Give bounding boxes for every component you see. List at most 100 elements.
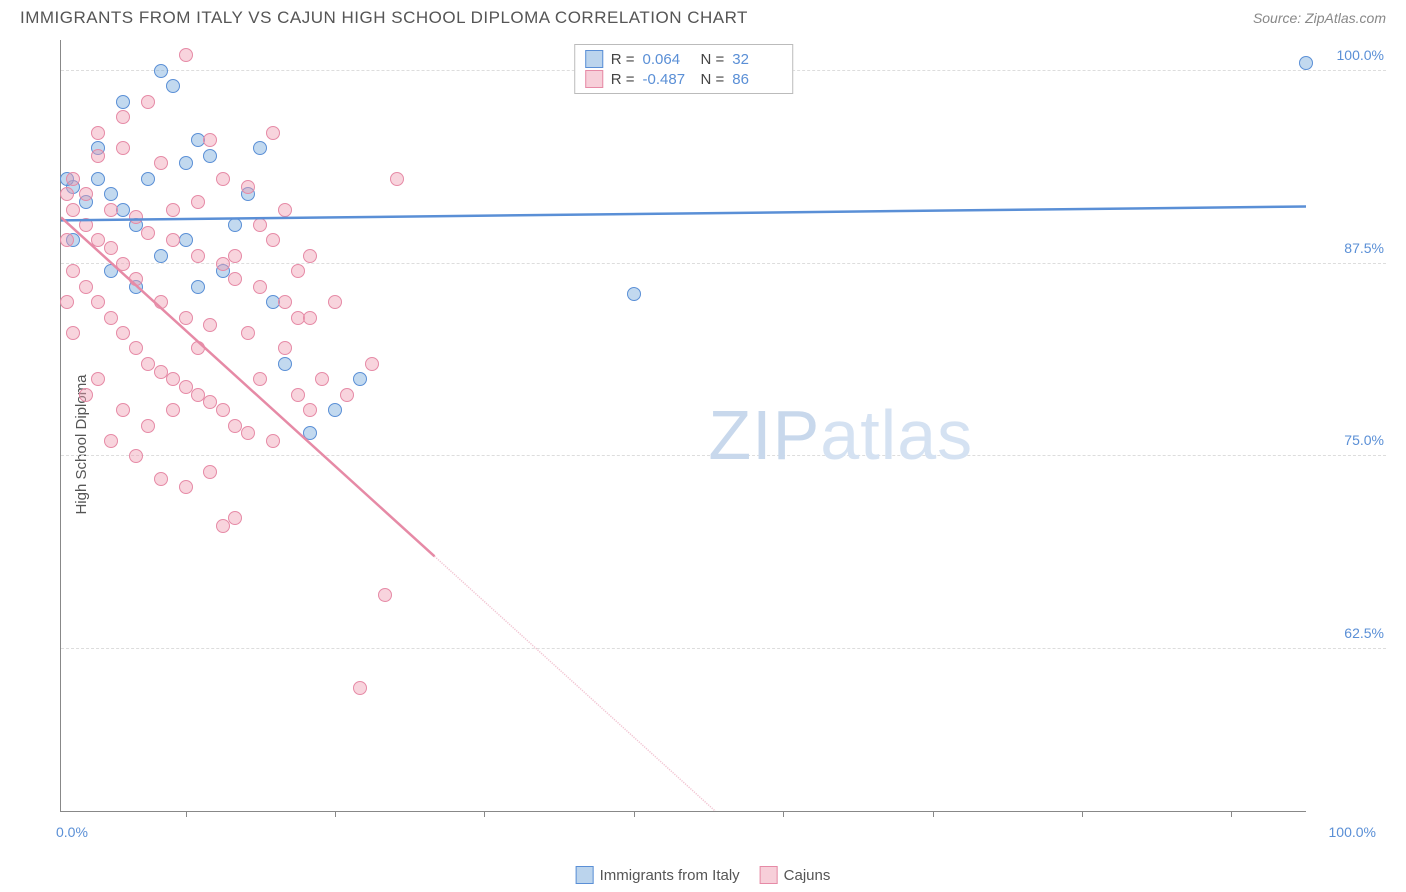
- data-point: [253, 218, 267, 232]
- data-point: [216, 403, 230, 417]
- source-name: ZipAtlas.com: [1305, 10, 1386, 26]
- data-point: [129, 341, 143, 355]
- watermark: ZIPatlas: [708, 395, 973, 475]
- data-point: [79, 388, 93, 402]
- x-tick-mark: [933, 811, 934, 817]
- data-point: [166, 203, 180, 217]
- data-point: [191, 195, 205, 209]
- data-point: [66, 264, 80, 278]
- data-point: [353, 372, 367, 386]
- data-point: [179, 233, 193, 247]
- source-attribution: Source: ZipAtlas.com: [1253, 10, 1386, 26]
- data-point: [278, 357, 292, 371]
- legend-swatch: [576, 866, 594, 884]
- data-point: [129, 449, 143, 463]
- data-point: [627, 287, 641, 301]
- data-point: [79, 218, 93, 232]
- y-tick-label: 75.0%: [1344, 432, 1384, 448]
- data-point: [91, 126, 105, 140]
- data-point: [104, 203, 118, 217]
- data-point: [141, 419, 155, 433]
- legend-swatch: [760, 866, 778, 884]
- data-point: [116, 257, 130, 271]
- data-point: [278, 203, 292, 217]
- series-legend: Immigrants from Italy Cajuns: [576, 866, 831, 884]
- data-point: [60, 233, 74, 247]
- data-point: [203, 133, 217, 147]
- data-point: [116, 110, 130, 124]
- data-point: [166, 233, 180, 247]
- data-point: [129, 210, 143, 224]
- data-point: [315, 372, 329, 386]
- data-point: [191, 280, 205, 294]
- watermark-bold: ZIP: [708, 396, 820, 474]
- legend-label: Cajuns: [784, 867, 831, 884]
- data-point: [365, 357, 379, 371]
- legend-label: Immigrants from Italy: [600, 867, 740, 884]
- data-point: [116, 326, 130, 340]
- stats-legend-row: R =0.064N =32: [585, 49, 783, 69]
- r-label: R =: [611, 71, 635, 88]
- data-point: [303, 426, 317, 440]
- x-tick-mark: [1231, 811, 1232, 817]
- data-point: [104, 187, 118, 201]
- y-tick-label: 87.5%: [1344, 240, 1384, 256]
- y-tick-label: 62.5%: [1344, 625, 1384, 641]
- data-point: [216, 172, 230, 186]
- legend-item: Immigrants from Italy: [576, 866, 740, 884]
- data-point: [141, 226, 155, 240]
- y-tick-label: 100.0%: [1337, 47, 1384, 63]
- data-point: [228, 249, 242, 263]
- data-point: [91, 172, 105, 186]
- data-point: [203, 465, 217, 479]
- data-point: [91, 233, 105, 247]
- data-point: [154, 295, 168, 309]
- data-point: [129, 272, 143, 286]
- data-point: [179, 48, 193, 62]
- data-point: [203, 149, 217, 163]
- plot-area: ZIPatlas R =0.064N =32R =-0.487N =86 62.…: [60, 40, 1306, 812]
- n-value: 86: [732, 71, 782, 88]
- data-point: [291, 264, 305, 278]
- data-point: [60, 187, 74, 201]
- data-point: [141, 172, 155, 186]
- data-point: [266, 434, 280, 448]
- data-point: [79, 187, 93, 201]
- data-point: [266, 126, 280, 140]
- data-point: [141, 95, 155, 109]
- data-point: [191, 249, 205, 263]
- x-tick-mark: [634, 811, 635, 817]
- source-prefix: Source:: [1253, 10, 1305, 26]
- data-point: [390, 172, 404, 186]
- n-label: N =: [701, 71, 725, 88]
- n-value: 32: [732, 51, 782, 68]
- data-point: [191, 341, 205, 355]
- data-point: [166, 403, 180, 417]
- data-point: [104, 311, 118, 325]
- data-point: [154, 472, 168, 486]
- data-point: [66, 172, 80, 186]
- data-point: [91, 372, 105, 386]
- data-point: [104, 264, 118, 278]
- x-tick-mark: [484, 811, 485, 817]
- x-axis-min-label: 0.0%: [56, 824, 88, 840]
- x-tick-mark: [186, 811, 187, 817]
- data-point: [179, 156, 193, 170]
- gridline: [61, 648, 1386, 649]
- stats-legend-row: R = -0.487 N = 86: [585, 69, 783, 89]
- data-point: [154, 64, 168, 78]
- r-label: R =: [611, 51, 635, 68]
- data-point: [253, 372, 267, 386]
- data-point: [179, 480, 193, 494]
- chart-title: IMMIGRANTS FROM ITALY VS CAJUN HIGH SCHO…: [20, 8, 748, 28]
- r-value: -0.487: [643, 71, 693, 88]
- data-point: [216, 257, 230, 271]
- x-tick-mark: [783, 811, 784, 817]
- data-point: [378, 588, 392, 602]
- data-point: [216, 519, 230, 533]
- series-swatch: [585, 70, 603, 88]
- data-point: [116, 403, 130, 417]
- data-point: [278, 341, 292, 355]
- data-point: [328, 403, 342, 417]
- data-point: [104, 434, 118, 448]
